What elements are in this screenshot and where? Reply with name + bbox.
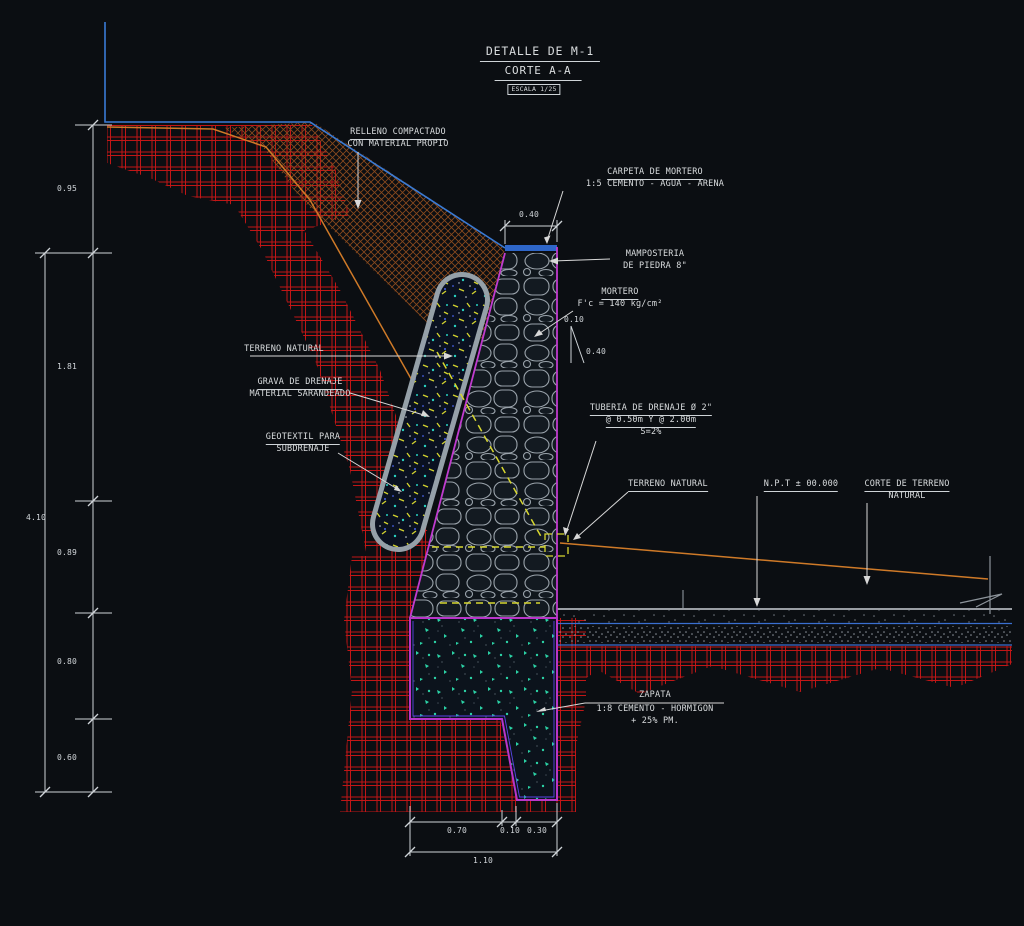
- label-mortero-line2: F'c = 140 kg/cm²: [577, 299, 663, 309]
- terrain-hatch-red: [107, 125, 1012, 812]
- label-tuberia-line2: @ 0.50m Y @ 2.00m: [605, 415, 697, 429]
- dim-left-total: 4.10: [25, 513, 47, 522]
- label-corte-line2: NATURAL: [888, 491, 926, 501]
- section-break-mark: [959, 556, 1003, 614]
- pavement-layers: [557, 590, 1012, 646]
- footing: [409, 617, 558, 801]
- label-corte-line1: CORTE DE TERRENO: [864, 479, 950, 493]
- dim-bottom-0: 0.70: [446, 826, 468, 835]
- label-relleno-line1: RELLENO COMPACTADO: [350, 127, 446, 141]
- natural-ground-line: [106, 126, 989, 580]
- label-mortero-line1: MORTERO: [601, 287, 639, 301]
- label-grava-line2: MATERIAL SARANDEADO: [249, 389, 351, 399]
- label-grava-line1: GRAVA DE DRENAJE: [257, 377, 343, 391]
- dim-left-2: 0.89: [56, 548, 78, 557]
- label-terreno-natural-left: TERRENO NATURAL: [244, 344, 324, 354]
- drawing-scale: ESCALA 1/25: [507, 84, 561, 95]
- drawing-title: DETALLE DE M-1: [479, 44, 601, 62]
- label-relleno-line2: CON MATERIAL PROPIO: [347, 139, 449, 149]
- dim-top-width: 0.40: [518, 210, 540, 219]
- leader-lines: [250, 152, 868, 712]
- leader-arrowheads: [354, 200, 871, 712]
- backfill-hatch-brown: [222, 122, 505, 344]
- label-mamposteria-line1: MAMPOSTERIA: [625, 249, 685, 259]
- dim-left-4: 0.60: [56, 753, 78, 762]
- dimension-ticks: [39, 119, 99, 798]
- ground-profile-line-blue: [104, 22, 557, 251]
- label-zapata-line1: ZAPATA: [639, 690, 671, 700]
- masonry-wall: [409, 247, 558, 619]
- dim-bottom-1: 0.10: [499, 826, 521, 835]
- dim-bottom-2: 0.30: [526, 826, 548, 835]
- label-geotextil-line2: SUBDRENAJE: [276, 444, 330, 454]
- label-zapata-line3: + 25% PM.: [631, 716, 679, 726]
- label-zapata-line2: 1:8 CEMENTO - HORMIGON: [596, 704, 714, 714]
- label-tuberia-line3: S=2%: [640, 427, 662, 437]
- label-geotextil-line1: GEOTEXTIL PARA: [265, 432, 341, 446]
- gravel-drain-capsule: [370, 272, 490, 552]
- dim-left-1: 1.81: [56, 362, 78, 371]
- drain-pipe-dashed: [432, 351, 569, 604]
- dim-left-3: 0.80: [56, 657, 78, 666]
- label-tuberia-line1: TUBERIA DE DRENAJE Ø 2": [589, 403, 713, 417]
- dimension-lines: [35, 119, 585, 858]
- dim-bottom-total: 1.10: [472, 856, 494, 865]
- label-carpeta-line1: CARPETA DE MORTERO: [607, 167, 703, 181]
- drawing-subtitle: CORTE A-A: [494, 64, 582, 81]
- label-slope-rise: 0.40: [586, 347, 607, 356]
- batter-slope-glyph: [570, 325, 585, 364]
- label-slope-run: 0.10: [564, 315, 585, 324]
- label-terreno-natural-right: TERRENO NATURAL: [628, 479, 708, 493]
- label-carpeta-line2: 1:5 CEMENTO - AGUA - ARENA: [585, 179, 725, 189]
- mortar-cap: [505, 245, 557, 251]
- label-mamposteria-line2: DE PIEDRA 8": [623, 261, 687, 271]
- dim-left-0: 0.95: [56, 184, 78, 193]
- label-npt-level: N.P.T ± 00.000: [763, 479, 839, 493]
